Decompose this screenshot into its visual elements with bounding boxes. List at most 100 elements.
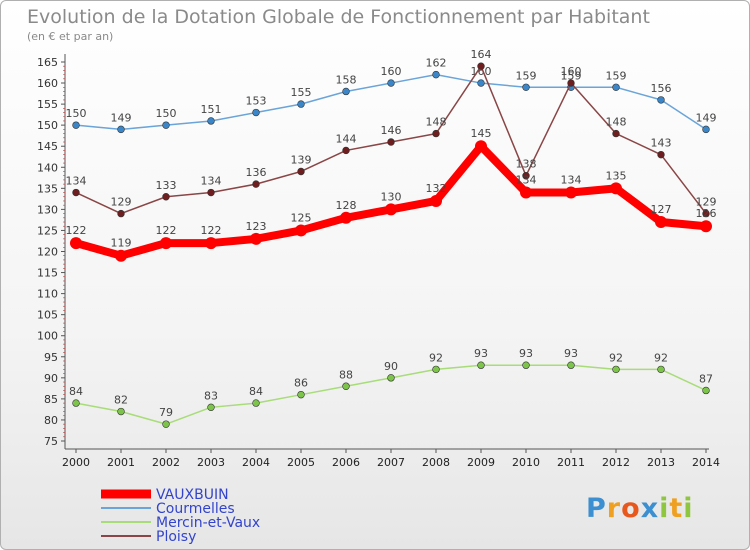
- data-point: [297, 167, 305, 176]
- data-label: 148: [426, 116, 447, 129]
- data-point: [115, 249, 127, 262]
- logo-letter: o: [621, 493, 641, 524]
- data-point: [522, 172, 530, 180]
- data-point: [252, 399, 260, 407]
- x-tick-label: 2008: [422, 456, 450, 469]
- data-point: [657, 365, 665, 374]
- data-point: [342, 146, 350, 155]
- y-tick-label: 130: [37, 203, 58, 216]
- data-point: [522, 361, 530, 369]
- data-point: [565, 186, 577, 199]
- data-label: 92: [654, 351, 668, 364]
- data-label: 144: [336, 132, 357, 145]
- x-tick-label: 2007: [377, 456, 405, 469]
- data-point: [612, 365, 620, 374]
- data-point: [162, 121, 170, 129]
- y-tick-label: 85: [44, 393, 58, 406]
- data-point: [612, 83, 620, 91]
- data-point: [117, 125, 125, 134]
- data-point: [475, 140, 487, 153]
- chart-subtitle: (en € et par an): [27, 30, 114, 43]
- data-label: 159: [561, 69, 582, 82]
- data-point: [160, 237, 172, 250]
- y-tick-label: 155: [37, 98, 58, 111]
- data-point: [567, 361, 575, 369]
- logo-letter: t: [669, 493, 684, 524]
- data-label: 155: [291, 86, 312, 99]
- data-point: [117, 209, 125, 218]
- data-label: 92: [609, 351, 623, 364]
- y-tick-label: 105: [37, 309, 58, 322]
- y-tick-label: 160: [37, 77, 58, 90]
- data-label: 93: [564, 347, 578, 360]
- data-point: [702, 125, 710, 134]
- data-label: 129: [696, 196, 717, 209]
- data-label: 123: [246, 220, 267, 233]
- logo-letter: i: [659, 493, 670, 524]
- data-label: 149: [111, 111, 132, 124]
- y-tick-label: 120: [37, 246, 58, 259]
- data-label: 93: [474, 347, 488, 360]
- data-label: 129: [111, 196, 132, 209]
- data-label: 128: [336, 199, 357, 212]
- data-label: 84: [249, 385, 263, 398]
- data-point: [702, 209, 710, 218]
- data-label: 146: [381, 124, 402, 137]
- data-label: 143: [651, 137, 672, 150]
- legend-label: Ploisy: [156, 529, 196, 545]
- data-label: 153: [246, 95, 267, 108]
- data-label: 83: [204, 389, 218, 402]
- y-tick-label: 95: [44, 351, 58, 364]
- data-point: [432, 129, 440, 138]
- data-point: [295, 224, 307, 237]
- proxiti-logo: Proxiti: [586, 493, 694, 524]
- data-point: [477, 62, 485, 70]
- data-point: [610, 182, 622, 195]
- data-point: [612, 129, 620, 138]
- data-label: 133: [156, 179, 177, 192]
- data-label: 159: [516, 69, 537, 82]
- data-label: 162: [426, 57, 447, 70]
- data-label: 151: [201, 103, 222, 116]
- data-label: 127: [651, 203, 672, 216]
- data-point: [657, 96, 665, 104]
- data-point: [72, 121, 80, 129]
- legend-label: Courmelles: [156, 501, 235, 517]
- data-point: [387, 138, 395, 146]
- data-label: 150: [66, 107, 87, 120]
- data-label: 132: [426, 182, 447, 195]
- data-label: 82: [114, 394, 128, 407]
- y-tick-label: 115: [37, 267, 58, 280]
- y-tick-label: 125: [37, 224, 58, 237]
- data-label: 88: [339, 368, 353, 381]
- data-point: [162, 193, 170, 201]
- data-label: 145: [471, 127, 492, 140]
- data-point: [72, 188, 80, 197]
- data-point: [655, 216, 667, 229]
- data-label: 160: [381, 65, 402, 78]
- data-point: [522, 83, 530, 91]
- data-point: [342, 382, 350, 390]
- data-point: [207, 188, 215, 197]
- data-label: 125: [291, 211, 312, 224]
- data-point: [477, 361, 485, 369]
- data-point: [432, 365, 440, 374]
- data-point: [252, 108, 260, 117]
- x-tick-label: 2004: [242, 456, 270, 469]
- data-label: 150: [156, 107, 177, 120]
- x-tick-label: 2009: [467, 456, 495, 469]
- x-tick-label: 2005: [287, 456, 315, 469]
- data-label: 126: [696, 207, 717, 220]
- x-tick-label: 2002: [152, 456, 180, 469]
- data-label: 148: [606, 116, 627, 129]
- x-tick-label: 2013: [647, 456, 675, 469]
- data-point: [342, 87, 350, 96]
- data-point: [387, 374, 395, 382]
- data-point: [297, 390, 305, 399]
- x-tick-label: 2011: [557, 456, 585, 469]
- legend-label: VAUXBUIN: [156, 487, 229, 503]
- data-point: [117, 407, 125, 416]
- data-label: 130: [381, 190, 402, 203]
